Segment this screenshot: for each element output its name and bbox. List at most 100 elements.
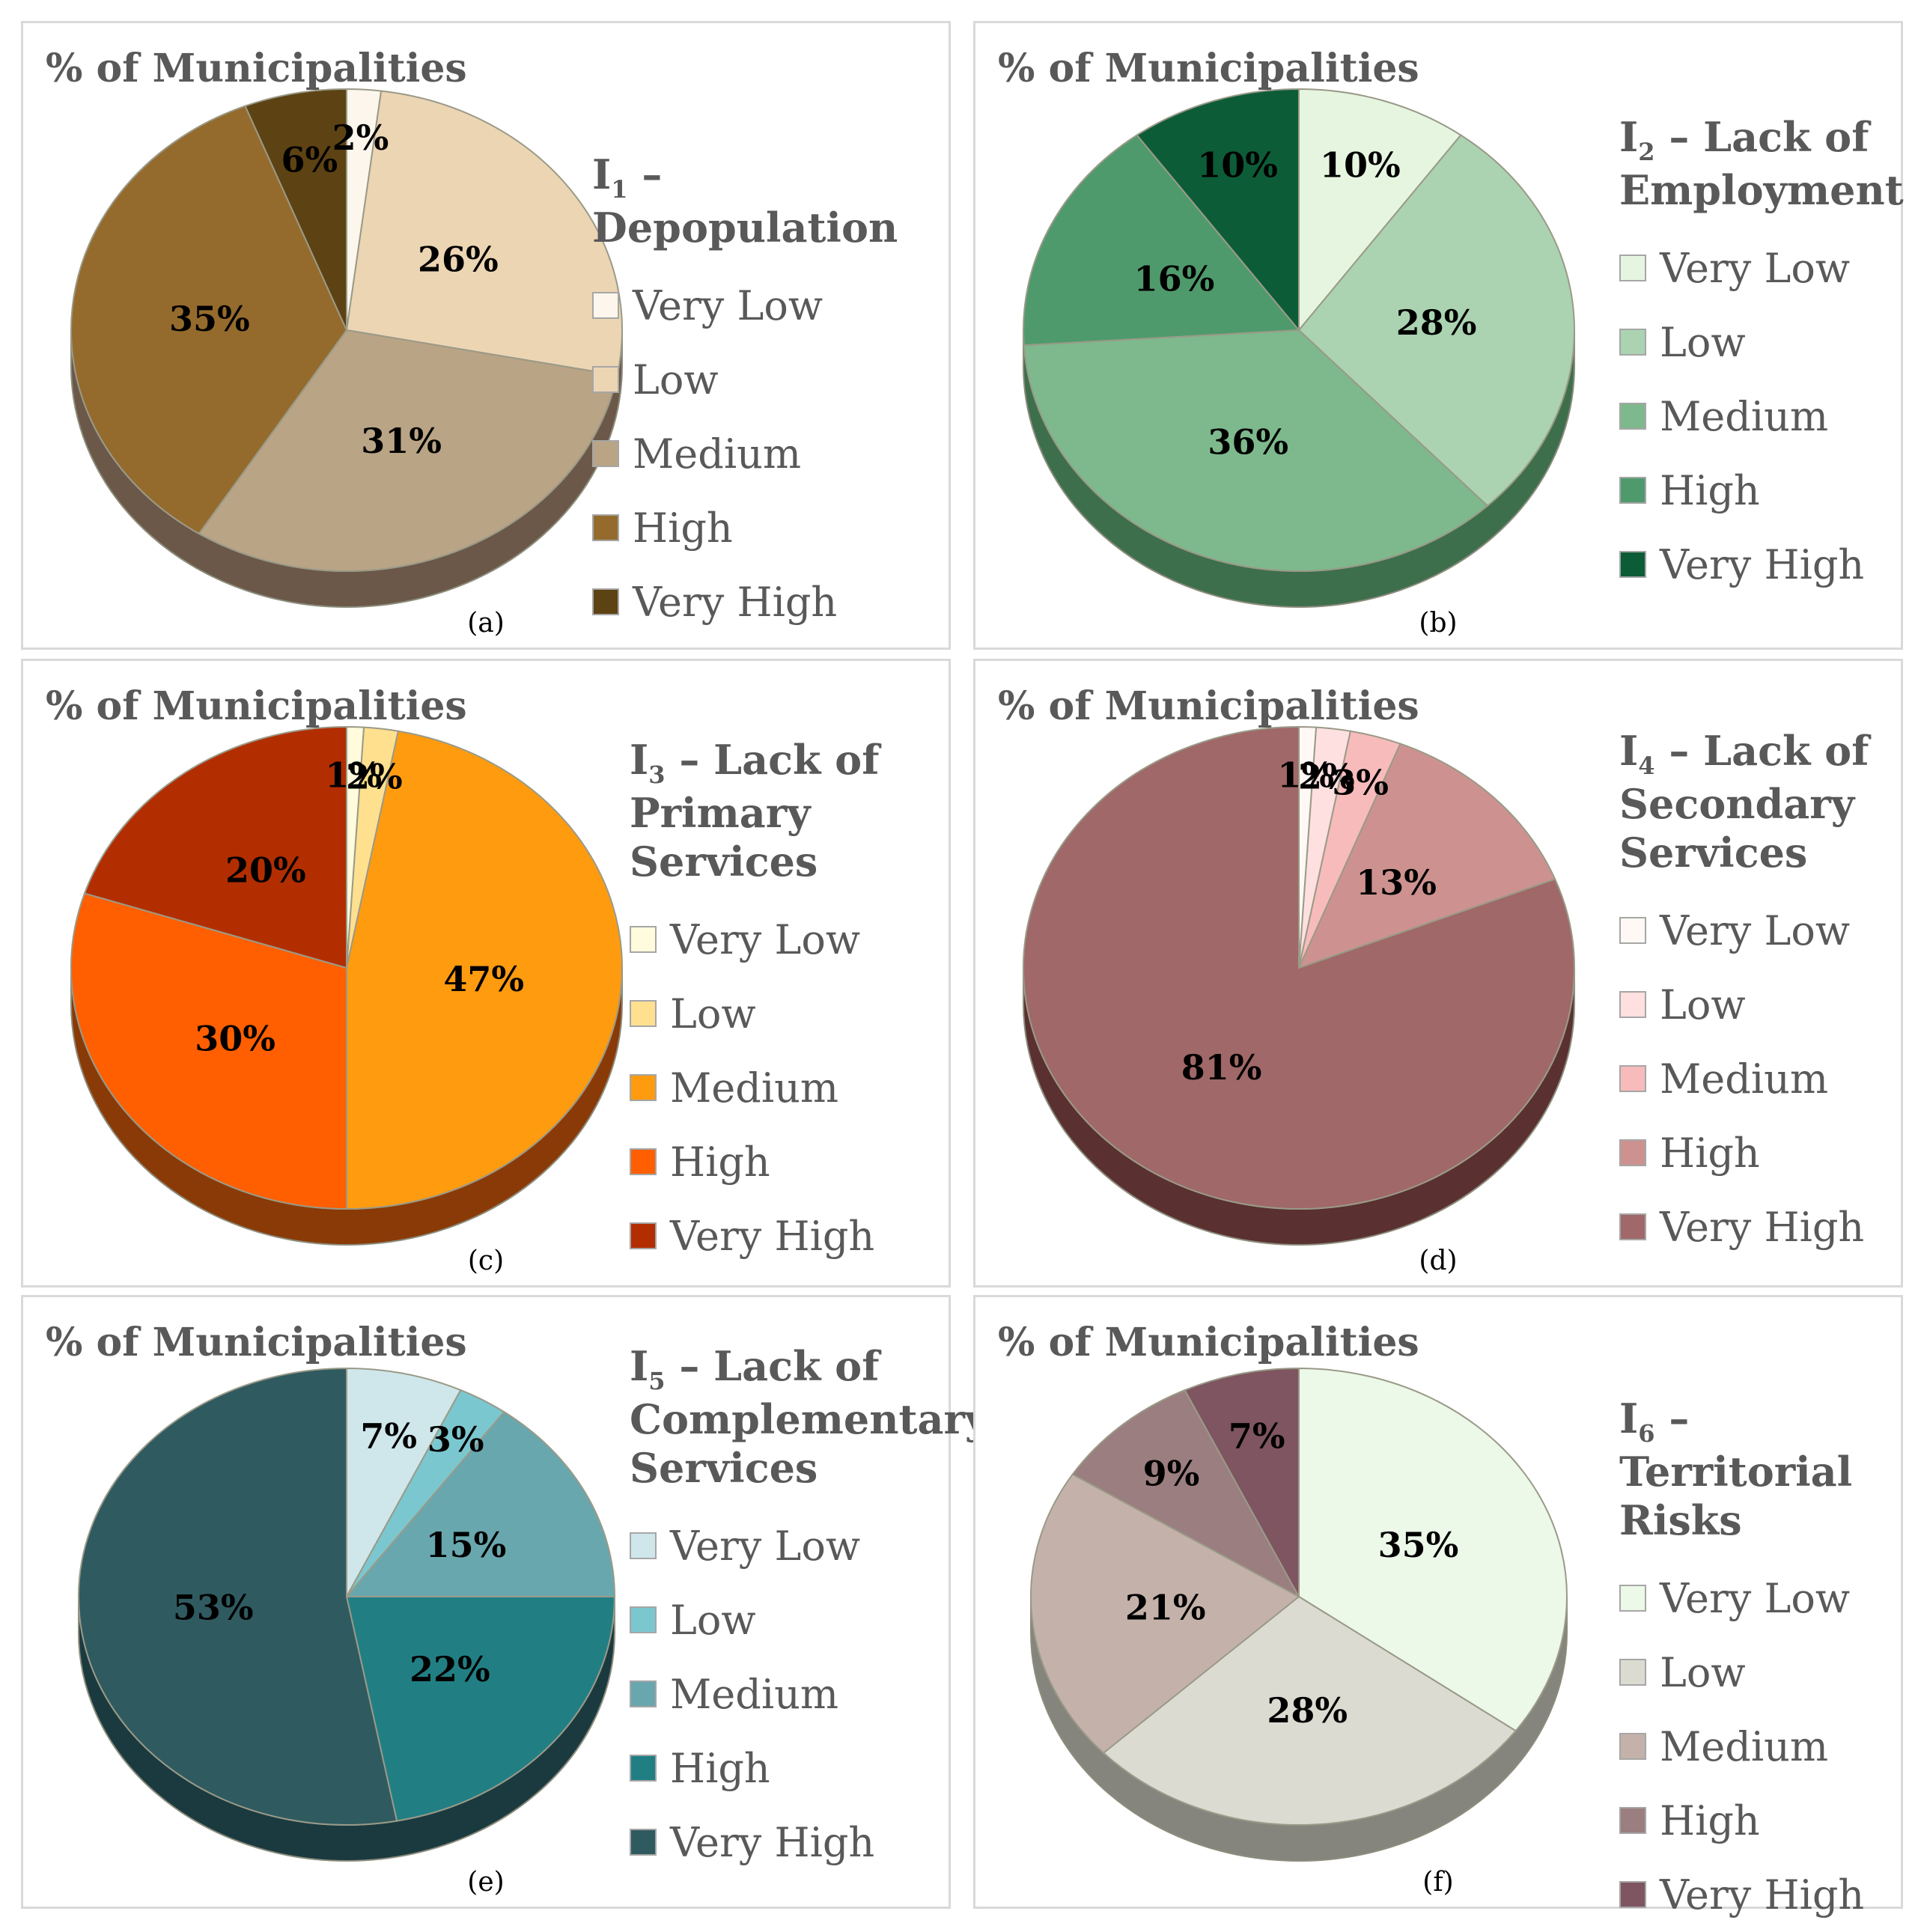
panel-caption: (f): [1422, 1867, 1454, 1898]
pie-chart: 1%2% 47% 30% 20%: [70, 725, 623, 1246]
legend-label: Very Low: [1660, 1574, 1851, 1622]
pie-slice-low: [1297, 134, 1575, 508]
legend-label: Very High: [1660, 1871, 1865, 1919]
data-label-very-low: 1%: [325, 755, 382, 796]
pie-chart: 10% 28% 36% 16% 10%: [1023, 88, 1575, 608]
pie-slice-very-high: [1184, 1367, 1300, 1597]
legend-swatch: [630, 1000, 657, 1028]
data-label-very-high: 7%: [1229, 1416, 1285, 1457]
legend-label: Low: [1660, 1648, 1746, 1696]
pie-slice-low: [345, 90, 623, 377]
legend-label: Very Low: [1660, 244, 1851, 292]
legend: I6 – Territorial Risks Very Low Low Medium Hi…: [1619, 1395, 1901, 1932]
legend-label: High: [633, 504, 733, 552]
data-label-medium: 21%: [1125, 1587, 1206, 1627]
panel-caption: (c): [467, 1246, 505, 1276]
legend-label: Low: [633, 356, 719, 403]
legend-item-low: Low: [592, 343, 949, 417]
legend: I1 – Depopulation Very Low Low Medium High Ve…: [592, 150, 949, 639]
legend-swatch: [592, 588, 619, 616]
pie-chart: 35% 28% 21% 9% 7%: [1030, 1367, 1568, 1862]
pie-chart: 2% 26% 31% 35% 6%: [70, 88, 623, 608]
legend-item-very-low: Very Low: [592, 269, 949, 343]
legend-swatch: [1619, 255, 1646, 282]
panel-b: % of Municipalities 10% 28% 36% 16% 10% I2 –…: [973, 21, 1904, 650]
legend-item-medium: Medium: [1619, 380, 1904, 454]
pie-slice-very-low: [1298, 88, 1462, 332]
legend-swatch: [592, 440, 619, 468]
data-label-very-low: 2%: [332, 118, 389, 158]
panel-c: % of Municipalities 1% 2% 47% 30% 20% I3 – L…: [21, 659, 951, 1288]
legend-item-very-low: Very Low: [630, 903, 949, 977]
legend-label: Very High: [670, 1818, 875, 1866]
pie-chart: 1%2%3% 13% 81%: [1023, 725, 1575, 1246]
legend-item-medium: Medium: [630, 1051, 949, 1125]
panel-caption: (e): [467, 1867, 505, 1898]
legend-label: Medium: [1660, 392, 1829, 440]
legend-item-very-high: Very High: [592, 565, 949, 639]
legend-item-very-high: Very High: [630, 1199, 949, 1273]
legend-item-low: Low: [1619, 305, 1904, 380]
legend-label: High: [1660, 1129, 1760, 1177]
legend-swatch: [1619, 1659, 1646, 1686]
pie-slice-very-high: [1023, 725, 1575, 1210]
indicator-title: I2 – Lack of Employment: [1619, 113, 1904, 215]
legend-label: Very High: [1660, 1203, 1865, 1251]
legend-swatch: [630, 1222, 657, 1250]
legend-swatch: [630, 1606, 657, 1634]
legend-label: Medium: [633, 430, 802, 478]
data-label-low: 26%: [418, 239, 499, 279]
data-label-medium: 31%: [361, 421, 442, 461]
data-label-low: 28%: [1267, 1690, 1348, 1731]
legend-swatch: [1619, 1065, 1646, 1093]
legend-swatch: [1619, 403, 1646, 430]
data-label-very-low: 35%: [1378, 1525, 1459, 1565]
pie-slice-high: [1071, 1389, 1301, 1599]
legend-item-medium: Medium: [1619, 1710, 1901, 1784]
legend-item-low: Low: [1619, 1636, 1901, 1710]
pie-slice-very-high: [78, 1367, 398, 1826]
legend-swatch: [1619, 1213, 1646, 1241]
legend: I2 – Lack of Employment Very Low Low Medium H…: [1619, 113, 1904, 602]
legend-swatch: [630, 1074, 657, 1102]
legend-label: Very High: [1660, 540, 1865, 588]
legend-swatch: [592, 366, 619, 394]
data-label-medium: 15%: [426, 1525, 507, 1565]
legend-swatch: [1619, 917, 1646, 945]
legend-label: Medium: [1660, 1055, 1829, 1103]
legend-label: Very Low: [1660, 906, 1851, 954]
panel-caption: (d): [1419, 1246, 1458, 1276]
legend-label: Very High: [670, 1212, 875, 1260]
pie-slice-very-high: [1136, 88, 1300, 332]
pie-slice-high: [70, 105, 348, 535]
legend-item-very-high: Very High: [1619, 528, 1904, 602]
legend-label: Medium: [670, 1670, 839, 1718]
data-label-very-low: 10%: [1320, 145, 1401, 186]
data-label-high: 13%: [1356, 862, 1437, 903]
legend-label: Low: [1660, 981, 1746, 1029]
legend-label: High: [1660, 1797, 1760, 1844]
legend-item-very-low: Very Low: [1619, 894, 1869, 968]
panel-title: % of Municipalities: [46, 1320, 467, 1365]
data-label-very-high: 53%: [173, 1587, 254, 1627]
data-label-low: 3%: [427, 1419, 484, 1460]
legend-item-very-high: Very High: [630, 1805, 988, 1880]
pie-slice-medium: [1030, 1473, 1300, 1755]
legend-item-medium: Medium: [630, 1657, 988, 1731]
legend-label: Medium: [1660, 1722, 1829, 1770]
legend-item-high: High: [1619, 454, 1904, 528]
legend-item-very-low: Very Low: [1619, 1561, 1901, 1636]
pie-slice-very-low: [346, 1367, 462, 1597]
legend-label: Very Low: [633, 281, 823, 329]
panel-d: % of Municipalities 1% 2% 3% 13% 81% I4 – La…: [973, 659, 1903, 1288]
legend-swatch: [1619, 1881, 1646, 1909]
data-label-high: 30%: [195, 1019, 275, 1059]
panel-title: % of Municipalities: [46, 46, 467, 91]
legend-swatch: [1619, 1733, 1646, 1761]
data-label-high: 16%: [1134, 258, 1215, 299]
data-label-high: 9%: [1143, 1453, 1200, 1493]
pie-slice-high: [345, 1596, 616, 1822]
data-label-high: 22%: [410, 1649, 490, 1689]
indicator-title: I4 – Lack of Secondary Services: [1619, 727, 1869, 877]
indicator-title: I1 – Depopulation: [592, 150, 898, 252]
